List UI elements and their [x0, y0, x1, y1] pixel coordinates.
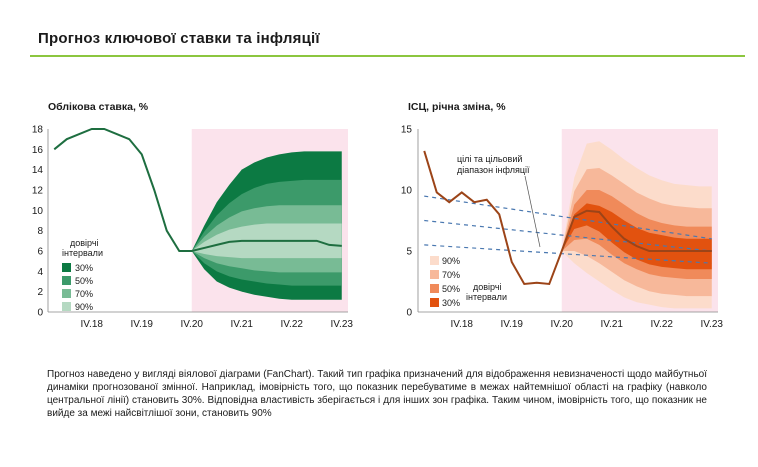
y-tick-label: 8: [37, 226, 43, 237]
annotation-pointer: [524, 175, 541, 248]
y-tick-label: 14: [32, 165, 44, 176]
legend-title: довірчі: [473, 282, 502, 292]
y-tick-label: 12: [32, 186, 44, 197]
x-tick-label: IV.20: [181, 319, 204, 330]
x-tick-label: IV.23: [331, 319, 354, 330]
page-title: Прогноз ключової ставки та інфляції: [38, 30, 320, 47]
target-annotation: цілі та цільовий: [457, 154, 522, 164]
cpi-chart: 0 5 10 15 IV.18 IV.19 IV.20 IV.21 IV.22 IV.23 цілі…: [401, 125, 724, 331]
y-tick-label: 5: [406, 247, 412, 258]
legend-title: довірчі: [70, 238, 99, 248]
x-tick-label: IV.19: [131, 319, 154, 330]
y-tick-label: 10: [32, 206, 44, 217]
x-tick-label: IV.21: [231, 319, 254, 330]
legend-title: інтервали: [466, 292, 507, 302]
y-tick-label: 16: [32, 145, 44, 156]
x-tick-label: IV.18: [451, 319, 474, 330]
x-tick-label: IV.22: [651, 319, 674, 330]
legend-swatch: [62, 276, 71, 285]
y-tick-label: 2: [37, 287, 43, 298]
legend-label: 50%: [75, 276, 93, 286]
rate-chart: 0 2 4 6 8 10 12 14 16 18 IV.18 IV.19 IV.20 IV.21 IV.22…: [32, 125, 354, 331]
y-tick-label: 15: [401, 125, 413, 136]
cpi-chart-title: ІСЦ, річна зміна, %: [408, 101, 506, 113]
y-tick-label: 6: [37, 247, 43, 258]
fan-band-30: [561, 203, 712, 270]
legend-swatch: [62, 302, 71, 311]
legend-swatch: [430, 298, 439, 307]
legend-label: 90%: [442, 256, 460, 266]
target-annotation: діапазон інфляції: [457, 165, 530, 175]
legend-label: 70%: [75, 289, 93, 299]
legend-swatch: [62, 263, 71, 272]
x-tick-label: IV.22: [281, 319, 304, 330]
legend-title: інтервали: [62, 248, 103, 258]
x-tick-label: IV.20: [551, 319, 574, 330]
chart-caption: Прогноз наведено у вигляді віялової діаг…: [47, 369, 707, 419]
x-tick-label: IV.23: [701, 319, 724, 330]
legend-label: 30%: [442, 298, 460, 308]
y-tick-label: 10: [401, 186, 413, 197]
legend-label: 30%: [75, 263, 93, 273]
rate-chart-title: Облікова ставка, %: [48, 101, 149, 113]
legend-label: 50%: [442, 284, 460, 294]
legend-swatch: [62, 289, 71, 298]
series-line: [423, 150, 712, 286]
y-tick-label: 0: [406, 308, 412, 319]
target-line: [424, 244, 712, 264]
legend-swatch: [430, 256, 439, 265]
legend-label: 90%: [75, 302, 93, 312]
x-tick-label: IV.18: [81, 319, 104, 330]
legend-label: 70%: [442, 270, 460, 280]
y-tick-label: 0: [37, 308, 43, 319]
legend-swatch: [430, 284, 439, 293]
x-tick-label: IV.19: [501, 319, 524, 330]
title-divider: [30, 55, 745, 57]
x-tick-label: IV.21: [601, 319, 624, 330]
y-tick-label: 18: [32, 125, 44, 136]
series-line: [53, 128, 342, 252]
legend-swatch: [430, 270, 439, 279]
y-tick-label: 4: [37, 267, 43, 278]
target-line: [424, 195, 712, 240]
